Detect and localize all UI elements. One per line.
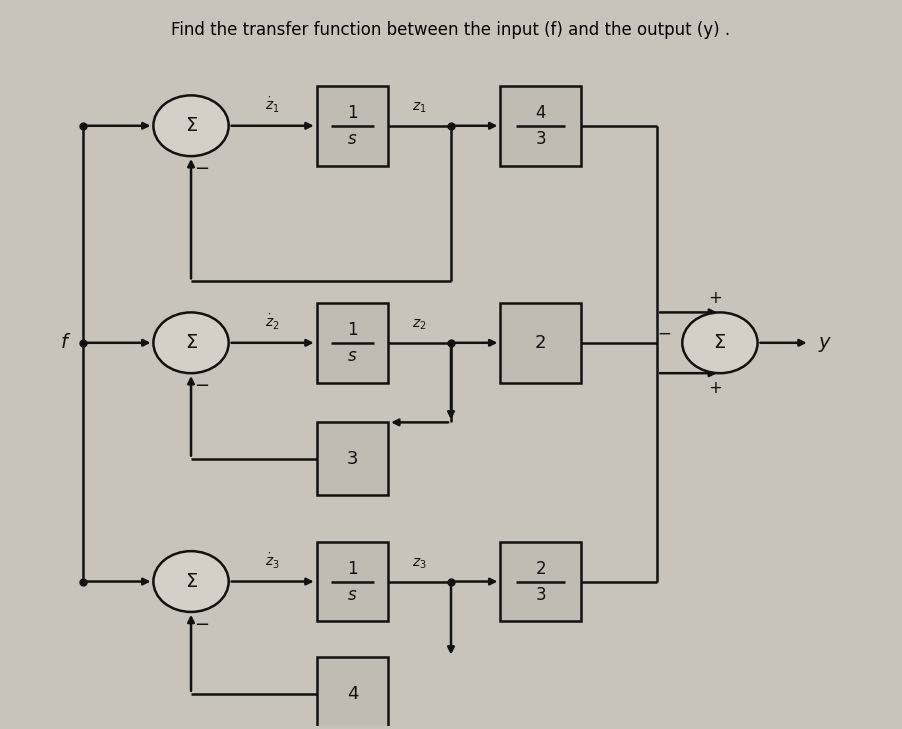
Text: $z_1$: $z_1$	[412, 101, 427, 115]
Text: −: −	[194, 160, 209, 178]
Text: 3: 3	[535, 585, 546, 604]
Circle shape	[153, 95, 229, 156]
Text: s: s	[348, 585, 356, 604]
FancyBboxPatch shape	[317, 303, 388, 383]
Text: $z_2$: $z_2$	[412, 318, 427, 332]
Text: 2: 2	[535, 560, 546, 577]
FancyBboxPatch shape	[317, 86, 388, 165]
Text: Find the transfer function between the input (f) and the output (y) .: Find the transfer function between the i…	[171, 21, 731, 39]
Text: 4: 4	[346, 685, 358, 703]
FancyBboxPatch shape	[501, 542, 581, 621]
Text: 3: 3	[346, 450, 358, 467]
Text: −: −	[658, 325, 671, 343]
Text: $\Sigma$: $\Sigma$	[713, 333, 726, 352]
FancyBboxPatch shape	[317, 542, 388, 621]
Text: −: −	[194, 377, 209, 395]
FancyBboxPatch shape	[501, 303, 581, 383]
Text: $\dot{z}_2$: $\dot{z}_2$	[265, 313, 280, 332]
Text: $\Sigma$: $\Sigma$	[185, 572, 198, 591]
Text: −: −	[194, 615, 209, 634]
Text: 1: 1	[347, 104, 358, 122]
Text: $\dot{z}_3$: $\dot{z}_3$	[265, 552, 280, 571]
FancyBboxPatch shape	[317, 422, 388, 495]
Circle shape	[682, 313, 758, 373]
Text: 4: 4	[536, 104, 546, 122]
Text: y: y	[818, 333, 830, 352]
Text: 2: 2	[535, 334, 547, 352]
Text: $\Sigma$: $\Sigma$	[185, 116, 198, 136]
Text: 3: 3	[535, 130, 546, 148]
Text: $\dot{z}_1$: $\dot{z}_1$	[265, 95, 280, 115]
Circle shape	[153, 551, 229, 612]
Text: 1: 1	[347, 560, 358, 577]
Circle shape	[153, 313, 229, 373]
Text: s: s	[348, 130, 356, 148]
FancyBboxPatch shape	[501, 86, 581, 165]
Text: s: s	[348, 347, 356, 364]
Text: f: f	[60, 333, 68, 352]
Text: 1: 1	[347, 321, 358, 339]
Text: $\Sigma$: $\Sigma$	[185, 333, 198, 352]
FancyBboxPatch shape	[317, 658, 388, 729]
Text: $z_3$: $z_3$	[412, 556, 427, 571]
Text: +: +	[708, 379, 723, 397]
Text: +: +	[708, 289, 723, 307]
